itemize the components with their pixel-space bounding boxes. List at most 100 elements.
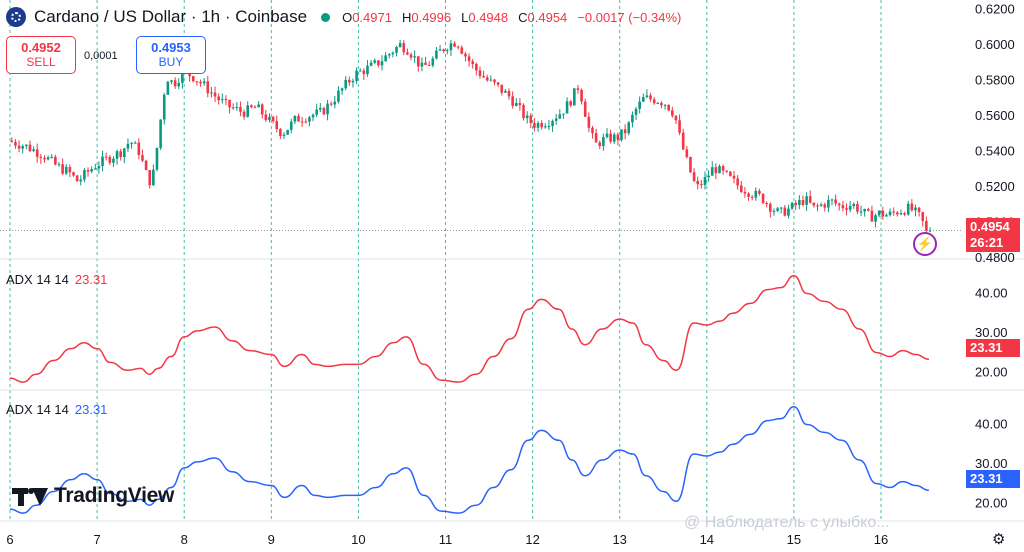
candle-body bbox=[863, 208, 866, 212]
candle-body bbox=[725, 170, 729, 172]
x-tick-label: 16 bbox=[874, 532, 888, 547]
candle-body bbox=[137, 142, 141, 156]
price-tick-label: 0.5200 bbox=[975, 179, 1015, 194]
price-change: −0.0017 (−0.34%) bbox=[577, 9, 682, 25]
price-tick-label: 0.6200 bbox=[975, 1, 1015, 16]
candle-body bbox=[322, 107, 326, 115]
chart-header: Cardano / US Dollar · 1h · Coinbase O0.4… bbox=[6, 4, 681, 30]
candle-body bbox=[478, 70, 482, 77]
candle-body bbox=[217, 96, 220, 101]
candle-body bbox=[391, 52, 395, 55]
candle-body bbox=[442, 49, 445, 52]
candle-body bbox=[779, 207, 783, 209]
candle-body bbox=[587, 116, 591, 128]
candle-body bbox=[881, 210, 885, 217]
candle-body bbox=[776, 208, 779, 211]
candle-body bbox=[718, 166, 721, 174]
adx-top-tick-label: 30.00 bbox=[975, 325, 1008, 340]
candle-body bbox=[202, 81, 206, 84]
adx-legend-top[interactable]: ADX 14 14 23.31 bbox=[6, 272, 107, 287]
candle-body bbox=[75, 175, 79, 182]
candle-body bbox=[242, 111, 246, 117]
candle-body bbox=[286, 129, 289, 135]
candle-body bbox=[496, 82, 500, 85]
candle-body bbox=[729, 171, 732, 176]
ohlc-open: O0.4971 bbox=[342, 9, 392, 25]
symbol-title[interactable]: Cardano / US Dollar · 1h · Coinbase bbox=[34, 7, 308, 26]
candle-body bbox=[874, 215, 877, 222]
candle-body bbox=[112, 158, 115, 163]
candle-body bbox=[750, 196, 754, 198]
candle-body bbox=[173, 80, 177, 87]
candle-body bbox=[631, 114, 634, 123]
adx-legend-bottom[interactable]: ADX 14 14 23.31 bbox=[6, 402, 107, 417]
candle-body bbox=[315, 109, 318, 115]
candle-body bbox=[93, 168, 97, 170]
tradingview-logo-text: TradingView bbox=[54, 484, 175, 507]
candle-body bbox=[714, 167, 718, 174]
candle-body bbox=[914, 207, 917, 211]
candle-body bbox=[634, 108, 638, 115]
candle-body bbox=[108, 157, 112, 163]
candle-body bbox=[609, 133, 612, 142]
lightning-icon[interactable]: ⚡ bbox=[913, 232, 937, 256]
candle-body bbox=[710, 167, 714, 176]
candle-body bbox=[402, 43, 406, 53]
candle-body bbox=[917, 207, 921, 213]
market-status-icon bbox=[321, 12, 331, 22]
candle-body bbox=[475, 64, 478, 71]
candle-body bbox=[623, 129, 627, 134]
sell-button[interactable]: 0.4952 SELL bbox=[6, 36, 76, 74]
last-price: 0.4954 bbox=[970, 219, 1010, 234]
tradingview-logo: TradingView bbox=[12, 484, 174, 508]
candle-body bbox=[181, 70, 184, 83]
candle-body bbox=[765, 203, 768, 205]
candle-body bbox=[348, 79, 351, 83]
candle-body bbox=[35, 149, 39, 157]
candle-body bbox=[754, 190, 758, 198]
candle-body bbox=[377, 60, 380, 66]
gear-icon[interactable]: ⚙ bbox=[992, 531, 1006, 548]
candle-body bbox=[250, 105, 253, 108]
candle-body bbox=[656, 102, 660, 104]
x-tick-label: 8 bbox=[181, 532, 188, 547]
candle-body bbox=[39, 156, 43, 158]
price-tick-label: 0.4800 bbox=[975, 250, 1015, 265]
candle-body bbox=[841, 205, 845, 209]
candle-body bbox=[435, 50, 438, 59]
ohlc-readout: O0.4971 H0.4996 L0.4948 C0.4954 −0.0017 … bbox=[342, 10, 681, 25]
candle-body bbox=[224, 99, 228, 101]
candle-body bbox=[573, 88, 576, 106]
buy-button[interactable]: 0.4953 BUY bbox=[136, 36, 206, 74]
candle-body bbox=[10, 140, 14, 142]
candle-body bbox=[885, 215, 888, 217]
candle-body bbox=[297, 115, 300, 122]
candle-body bbox=[663, 104, 667, 106]
x-tick-label: 13 bbox=[612, 532, 626, 547]
candle-body bbox=[413, 56, 416, 58]
sell-price: 0.4952 bbox=[21, 40, 61, 55]
candle-body bbox=[86, 170, 90, 172]
adx-bottom-tick-label: 30.00 bbox=[975, 456, 1008, 471]
candle-body bbox=[685, 149, 689, 158]
candle-body bbox=[856, 203, 859, 212]
adx-top-tick-label: 20.00 bbox=[975, 364, 1008, 379]
candle-body bbox=[739, 185, 743, 192]
candle-body bbox=[97, 166, 101, 169]
candle-body bbox=[369, 62, 373, 66]
candle-body bbox=[32, 149, 35, 152]
candle-body bbox=[507, 90, 511, 97]
candle-body bbox=[195, 81, 199, 83]
candle-body bbox=[769, 203, 772, 212]
candle-body bbox=[213, 92, 217, 97]
candle-body bbox=[602, 137, 605, 146]
candle-body bbox=[83, 170, 86, 180]
price-tick-label: 0.5600 bbox=[975, 108, 1015, 123]
day-gridlines bbox=[9, 0, 882, 521]
price-tick-label: 0.6000 bbox=[975, 37, 1015, 52]
candle-body bbox=[166, 81, 170, 95]
candle-body bbox=[25, 144, 28, 147]
adx-legend-name: ADX 14 14 bbox=[6, 272, 69, 287]
candle-body bbox=[620, 129, 623, 140]
